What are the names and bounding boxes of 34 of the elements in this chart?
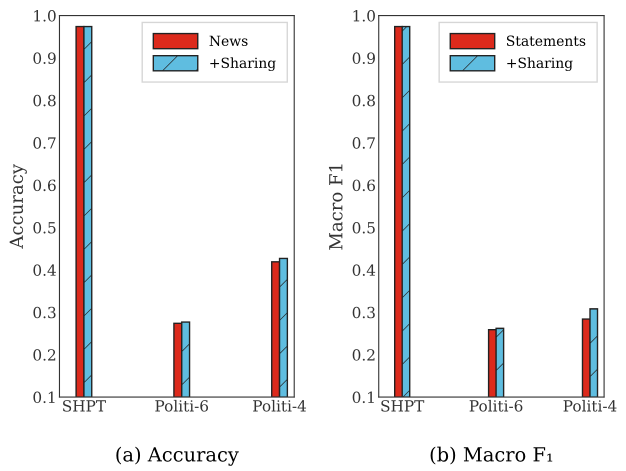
x-tick-label: SHPT xyxy=(63,400,106,412)
x-tick-label: SHPT xyxy=(381,400,424,412)
x-tick-label: Politi-6 xyxy=(470,400,522,412)
y-tick-label: 0.9 xyxy=(33,52,56,64)
y-tick-label: 0.6 xyxy=(352,180,375,192)
y-axis-title: Accuracy xyxy=(10,164,27,249)
y-tick-label: 0.5 xyxy=(33,222,56,234)
y-tick-label: 0.7 xyxy=(352,137,375,149)
y-tick-label: 0.2 xyxy=(352,349,374,361)
y-tick-label: 0.8 xyxy=(33,94,56,106)
y-tick-label: 0.3 xyxy=(352,306,375,318)
legend-label: News xyxy=(210,36,248,46)
y-tick-label: 0.8 xyxy=(352,94,375,106)
y-tick-label: 0.3 xyxy=(33,306,56,318)
y-tick-label: 0.4 xyxy=(352,264,376,276)
text: (a) Accuracy xyxy=(116,446,239,466)
y-tick-label: 0.4 xyxy=(33,264,56,276)
legend-label: +Sharing xyxy=(210,57,276,71)
y-tick-label: 0.9 xyxy=(352,52,375,64)
y-tick-label: 0.1 xyxy=(352,392,374,404)
x-tick-label: Politi-4 xyxy=(253,400,306,412)
y-tick-label: 0.2 xyxy=(33,349,56,361)
y-tick-label: 1.0 xyxy=(34,10,56,22)
x-tick-label: Politi-6 xyxy=(155,400,208,412)
y-tick-label: 0.7 xyxy=(33,137,56,149)
y-tick-label: 1.0 xyxy=(354,10,375,22)
y-tick-label: 0.5 xyxy=(352,222,375,234)
legend-label: +Sharing xyxy=(507,57,573,71)
y-axis-title: Macro F1 xyxy=(328,164,343,250)
text: (b) Macro F₁ xyxy=(430,446,552,464)
legend-label: Statements xyxy=(506,36,586,46)
y-tick-label: 0.6 xyxy=(33,180,56,192)
y-tick-label: 0.1 xyxy=(33,392,55,404)
x-tick-label: Politi-4 xyxy=(564,400,617,412)
